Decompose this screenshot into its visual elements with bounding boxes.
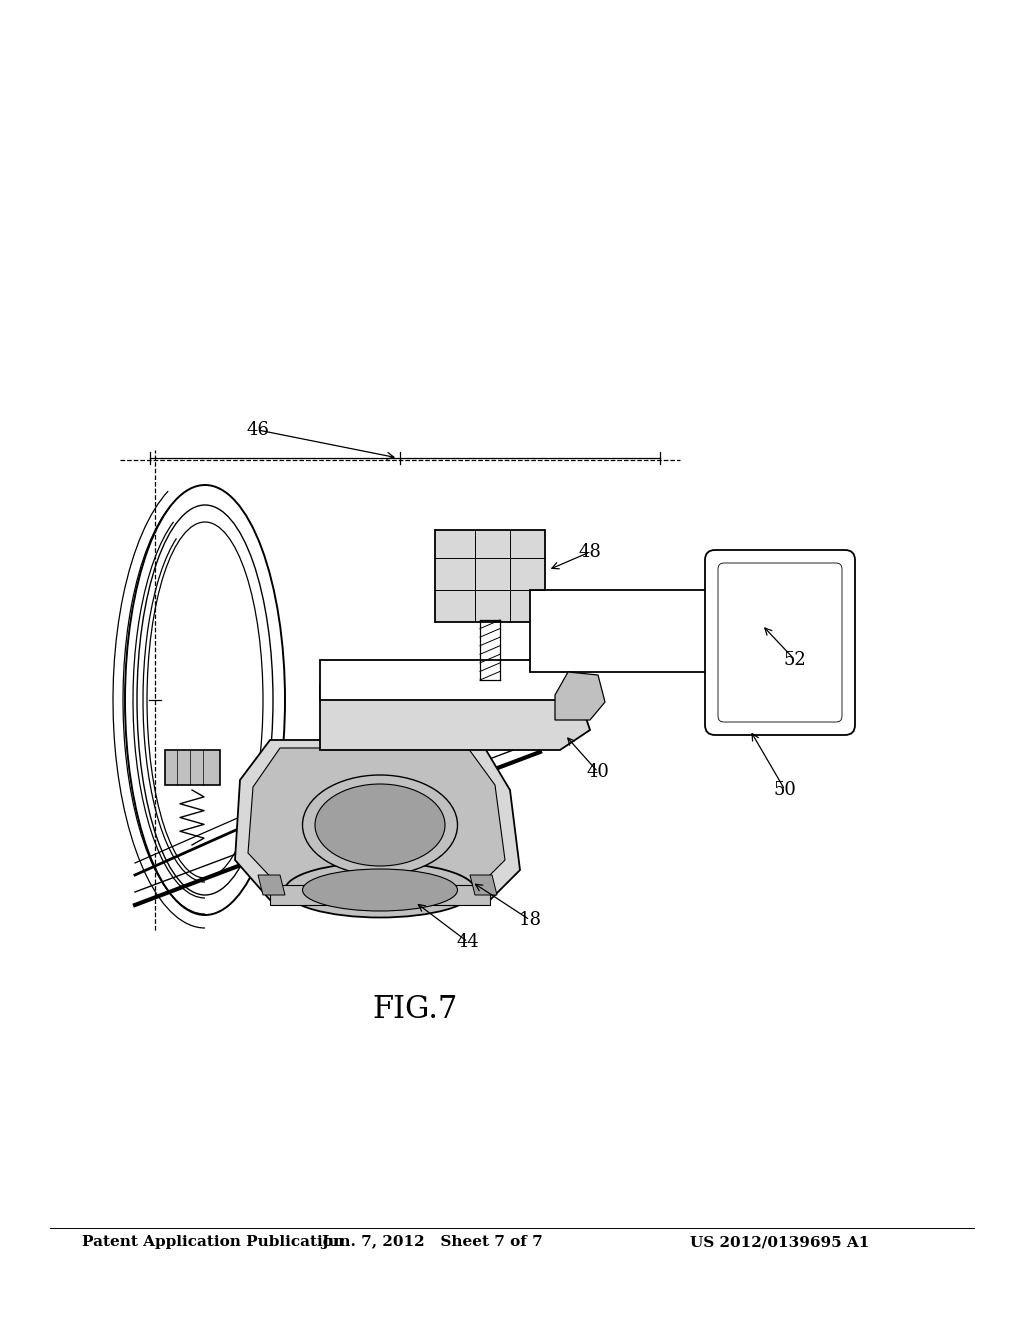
Polygon shape — [555, 672, 605, 719]
Ellipse shape — [285, 862, 475, 917]
Text: 52: 52 — [783, 651, 806, 669]
Ellipse shape — [719, 616, 741, 634]
Text: 18: 18 — [518, 911, 542, 929]
Polygon shape — [234, 741, 520, 900]
Text: Jun. 7, 2012   Sheet 7 of 7: Jun. 7, 2012 Sheet 7 of 7 — [322, 1236, 543, 1249]
Text: FIG.7: FIG.7 — [373, 994, 458, 1026]
Text: 48: 48 — [579, 543, 601, 561]
Polygon shape — [319, 660, 580, 700]
Text: Patent Application Publication: Patent Application Publication — [82, 1236, 344, 1249]
Ellipse shape — [302, 775, 458, 875]
Ellipse shape — [302, 869, 458, 911]
Polygon shape — [258, 875, 285, 895]
Polygon shape — [270, 884, 490, 906]
Text: US 2012/0139695 A1: US 2012/0139695 A1 — [690, 1236, 869, 1249]
Polygon shape — [470, 875, 497, 895]
Polygon shape — [435, 531, 545, 622]
Text: 44: 44 — [457, 933, 479, 950]
Text: 50: 50 — [773, 781, 797, 799]
FancyBboxPatch shape — [705, 550, 855, 735]
Polygon shape — [165, 750, 220, 785]
FancyBboxPatch shape — [718, 564, 842, 722]
Polygon shape — [248, 748, 505, 887]
Polygon shape — [319, 685, 590, 750]
Ellipse shape — [315, 784, 445, 866]
Polygon shape — [530, 590, 760, 672]
Text: 40: 40 — [587, 763, 609, 781]
Text: 46: 46 — [247, 421, 269, 440]
